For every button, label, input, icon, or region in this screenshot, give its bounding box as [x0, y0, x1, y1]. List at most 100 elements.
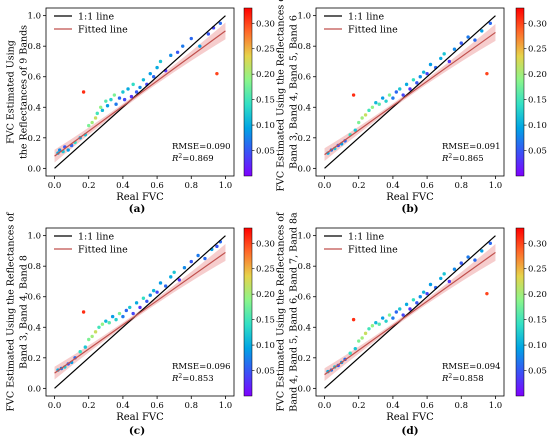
- data-point: [473, 38, 477, 42]
- data-point: [411, 78, 416, 82]
- r-squared-symbol: R: [171, 374, 179, 384]
- colorbar-tick-label: 0.30: [528, 19, 547, 29]
- data-point: [374, 320, 378, 325]
- x-tick-label: 1.0: [489, 181, 503, 191]
- x-tick-label: 1.0: [489, 401, 503, 411]
- colorbar-tick-label: 0.10: [528, 121, 547, 131]
- plot-contents: [324, 15, 496, 169]
- x-tick-label: 0.4: [386, 401, 400, 411]
- data-point: [480, 29, 484, 33]
- data-point: [98, 105, 103, 109]
- legend-label-one-to-one: 1:1 line: [348, 232, 385, 243]
- colorbar-tick-label: 0.15: [256, 96, 275, 106]
- r-squared-value: =0.869: [182, 154, 213, 164]
- data-point: [488, 241, 493, 245]
- y-axis-label-line-1: FVC Estimated Using the Reflectances of: [276, 211, 287, 412]
- data-point: [141, 296, 146, 300]
- data-point: [439, 276, 443, 281]
- y-tick-label: 0.8: [297, 42, 311, 52]
- data-point: [370, 324, 375, 328]
- fitted-line: [54, 30, 226, 157]
- rmse-annotation: RMSE=0.090: [172, 142, 231, 152]
- x-tick-label: 0.6: [420, 401, 434, 411]
- data-point: [81, 310, 86, 314]
- y-tick-label: 0.6: [27, 73, 41, 83]
- colorbar-tick-label: 0.10: [256, 341, 275, 351]
- data-point: [175, 50, 180, 54]
- data-point: [112, 93, 117, 97]
- data-point: [485, 71, 489, 76]
- panel-label: (a): [129, 203, 146, 215]
- data-point: [377, 102, 381, 106]
- scatter-panel: 0.0 0.0 0.2 0.2 0.4 0.4 0.6 0.6 0.8 0.8 1.0 1.0 Real…: [276, 0, 547, 215]
- data-point: [363, 113, 368, 117]
- r-squared-exponent: 2: [178, 373, 182, 380]
- data-point: [100, 322, 105, 326]
- data-point: [198, 44, 202, 48]
- data-point: [117, 311, 122, 316]
- data-point: [380, 96, 385, 100]
- data-point: [104, 99, 108, 103]
- legend-label-one-to-one: 1:1 line: [348, 12, 385, 23]
- x-tick-label: 1.0: [219, 181, 233, 191]
- data-point: [398, 307, 402, 311]
- colorbar-tick-label: 0.05: [256, 147, 275, 157]
- data-point: [122, 97, 127, 102]
- data-point: [384, 319, 388, 323]
- legend-label-fitted: Fitted line: [78, 25, 128, 36]
- r-squared-value: =0.858: [452, 374, 483, 384]
- data-point: [189, 36, 193, 41]
- colorbar-tick-label: 0.10: [528, 341, 547, 351]
- colorbar-tick-label: 0.15: [528, 96, 547, 106]
- data-point: [66, 148, 70, 152]
- x-tick-label: 0.0: [318, 401, 332, 411]
- scatter-panel: 0.0 0.0 0.2 0.2 0.4 0.4 0.6 0.6 0.8 0.8 1.0 1.0 Real…: [6, 211, 275, 437]
- r-squared-symbol: R: [441, 374, 449, 384]
- r-squared-exponent: 2: [178, 153, 182, 160]
- data-point: [377, 322, 381, 326]
- data-point: [404, 302, 409, 307]
- y-tick-label: 0.0: [297, 384, 311, 394]
- data-point: [466, 35, 470, 39]
- legend-label-fitted: Fitted line: [348, 245, 398, 256]
- data-point: [391, 316, 395, 320]
- colorbar-tick-label: 0.15: [256, 316, 275, 326]
- data-point: [78, 350, 82, 354]
- colorbar-tick-label: 0.05: [528, 367, 547, 377]
- data-point: [351, 317, 356, 322]
- data-point: [134, 301, 139, 305]
- data-point: [90, 120, 94, 125]
- data-point: [442, 272, 446, 276]
- panel-label: (b): [401, 203, 418, 215]
- colorbar: [515, 227, 525, 397]
- x-tick-label: 0.4: [116, 401, 130, 411]
- data-point: [360, 336, 364, 340]
- data-point: [97, 325, 101, 329]
- colorbar-tick-label: 0.10: [256, 121, 275, 131]
- colorbar-tick-label: 0.30: [256, 239, 275, 249]
- data-point: [452, 267, 457, 271]
- data-point: [425, 71, 429, 76]
- x-tick-label: 0.6: [150, 401, 164, 411]
- data-point: [408, 307, 412, 311]
- data-point: [357, 120, 361, 125]
- colorbar-tick-label: 0.25: [256, 265, 275, 275]
- x-tick-label: 0.2: [352, 401, 366, 411]
- colorbar-tick-label: 0.05: [256, 367, 275, 377]
- x-tick-label: 0.8: [185, 401, 199, 411]
- x-tick-label: 0.8: [455, 401, 469, 411]
- data-point: [114, 102, 118, 106]
- colorbar-tick-label: 0.25: [528, 265, 547, 275]
- data-point: [104, 319, 108, 323]
- data-point: [87, 337, 91, 342]
- data-point: [408, 87, 412, 91]
- data-point: [367, 108, 371, 113]
- y-axis-label-line-2: the Reflectances of 9 Bands: [19, 25, 30, 159]
- y-tick-label: 0.2: [27, 134, 41, 144]
- y-tick-label: 0.8: [297, 262, 311, 272]
- data-point: [442, 52, 446, 56]
- data-point: [447, 279, 452, 284]
- data-point: [90, 334, 94, 339]
- data-point: [177, 278, 182, 282]
- one-to-one-line: [54, 235, 226, 389]
